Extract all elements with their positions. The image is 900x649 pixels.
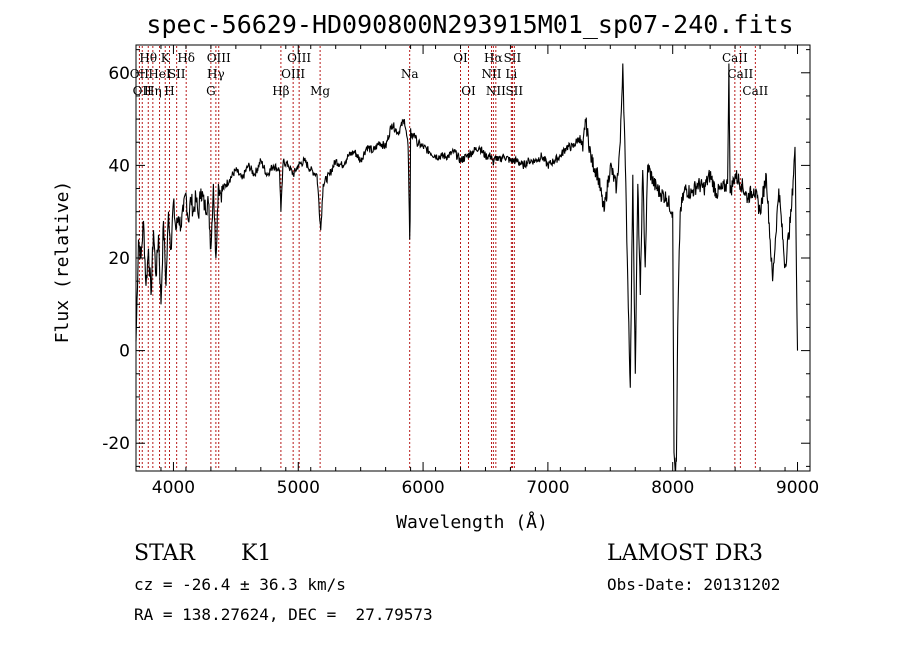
x-tick-label-0: 4000 <box>152 478 195 498</box>
line-marker-label-24: SII <box>505 84 523 98</box>
survey-name: LAMOST DR3 <box>607 541 763 566</box>
line-marker-label-27: CaII <box>742 84 768 98</box>
line-marker-label-11: OIII <box>207 51 231 65</box>
line-marker-label-26: CaII <box>727 67 753 81</box>
object-class: STAR <box>134 541 196 566</box>
y-tick-label-4: 60 <box>108 64 130 84</box>
y-tick-label-1: 0 <box>119 342 130 362</box>
y-tick-label-2: 20 <box>108 249 130 269</box>
line-marker-label-19: NII <box>481 67 501 81</box>
line-marker-label-18: OI <box>461 84 476 98</box>
chart-title: spec-56629-HD090800N293915M01_sp07-240.f… <box>146 10 793 39</box>
line-marker-label-13: OIII <box>281 67 305 81</box>
line-marker-label-2: Hθ <box>139 51 157 65</box>
x-axis-label: Wavelength (Å) <box>396 511 548 533</box>
y-tick-label-0: -20 <box>102 434 130 454</box>
line-marker-label-22: Li <box>505 67 517 81</box>
object-subclass: K1 <box>241 541 271 566</box>
x-tick-label-5: 9000 <box>776 478 819 498</box>
line-marker-label-25: CaII <box>722 51 748 65</box>
line-marker-label-10: Hγ <box>207 67 225 81</box>
x-tick-label-1: 5000 <box>277 478 320 498</box>
line-marker-label-3: Hη <box>144 84 162 98</box>
line-marker-label-16: Na <box>401 67 419 81</box>
line-marker-label-21: NII <box>486 84 506 98</box>
axis-ticks: 4000 5000 6000 7000 8000 9000 -20 0 20 40 60 <box>102 45 819 498</box>
coordinates-readout: RA = 138.27624, DEC = 27.79573 <box>134 605 433 624</box>
line-marker-label-9: G <box>206 84 216 98</box>
y-tick-label-3: 40 <box>108 156 130 176</box>
line-marker-label-14: OIII <box>287 51 311 65</box>
line-marker-label-5: K <box>161 51 171 65</box>
line-marker-layer: OIIOIIHθHηHeIKHSIIHδGHγOIIIHβOIIIOIIIMgN… <box>130 46 768 470</box>
line-marker-label-8: Hδ <box>177 51 195 65</box>
redshift-readout: cz = -26.4 ± 36.3 km/s <box>134 575 346 594</box>
x-tick-label-3: 7000 <box>526 478 569 498</box>
line-marker-label-6: H <box>164 84 174 98</box>
line-marker-label-7: SII <box>168 67 186 81</box>
line-marker-label-15: Mg <box>310 84 330 98</box>
line-marker-label-0: OII <box>130 67 150 81</box>
line-marker-label-1: OII <box>133 84 153 98</box>
plot-frame <box>135 44 811 472</box>
line-marker-label-17: OI <box>453 51 468 65</box>
line-marker-label-12: Hβ <box>272 84 289 98</box>
spectrum-line <box>135 63 799 472</box>
line-marker-label-23: SII <box>504 51 522 65</box>
line-marker-label-20: Hα <box>484 51 503 65</box>
x-tick-label-2: 6000 <box>401 478 444 498</box>
y-axis-label: Flux (relative) <box>52 181 73 344</box>
observation-date: Obs-Date: 20131202 <box>607 575 780 594</box>
x-tick-label-4: 8000 <box>651 478 694 498</box>
